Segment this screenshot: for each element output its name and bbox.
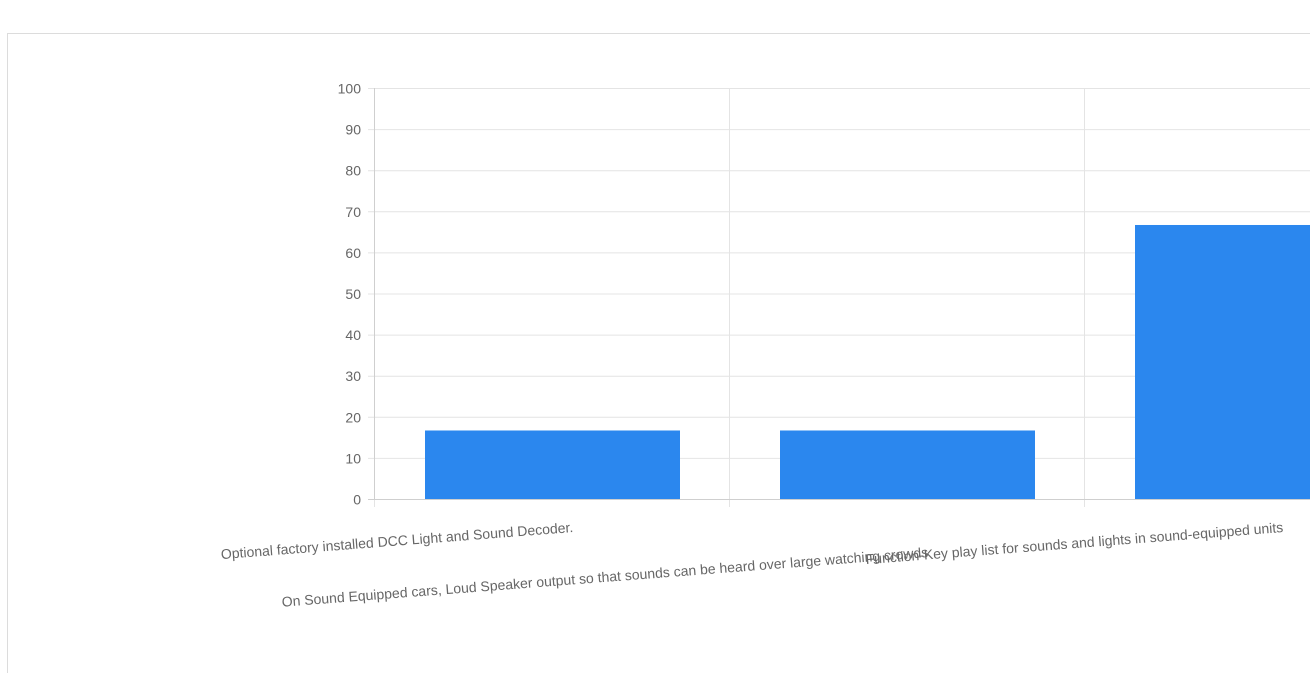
chart-panel: 0 10 20 30 40 50 60 70 80 90 100 Optional factory i… [7,33,1310,673]
x-category-label: Function-Key play list for sounds and li… [865,519,1284,567]
bar-1 [425,430,680,499]
x-category-label: Optional factory installed DCC Light and… [220,519,574,562]
y-tick-label: 70 [345,204,361,220]
y-tick-label: 0 [353,492,361,508]
y-tick-label: 50 [345,286,361,302]
y-tick-label: 60 [345,245,361,261]
bar-chart: 0 10 20 30 40 50 60 70 80 90 100 Optional factory i… [220,81,1310,610]
y-tick-label: 30 [345,368,361,384]
x-category-label: On Sound Equipped cars, Loud Speaker out… [281,544,929,610]
y-tick-label: 40 [345,327,361,343]
y-tick-label: 90 [345,122,361,138]
y-tick-label: 100 [338,81,362,97]
y-tick-label: 80 [345,163,361,179]
y-tick-label: 20 [345,409,361,425]
bar-3 [1135,224,1310,499]
y-tick-label: 10 [345,450,361,466]
bar-2 [780,430,1035,499]
